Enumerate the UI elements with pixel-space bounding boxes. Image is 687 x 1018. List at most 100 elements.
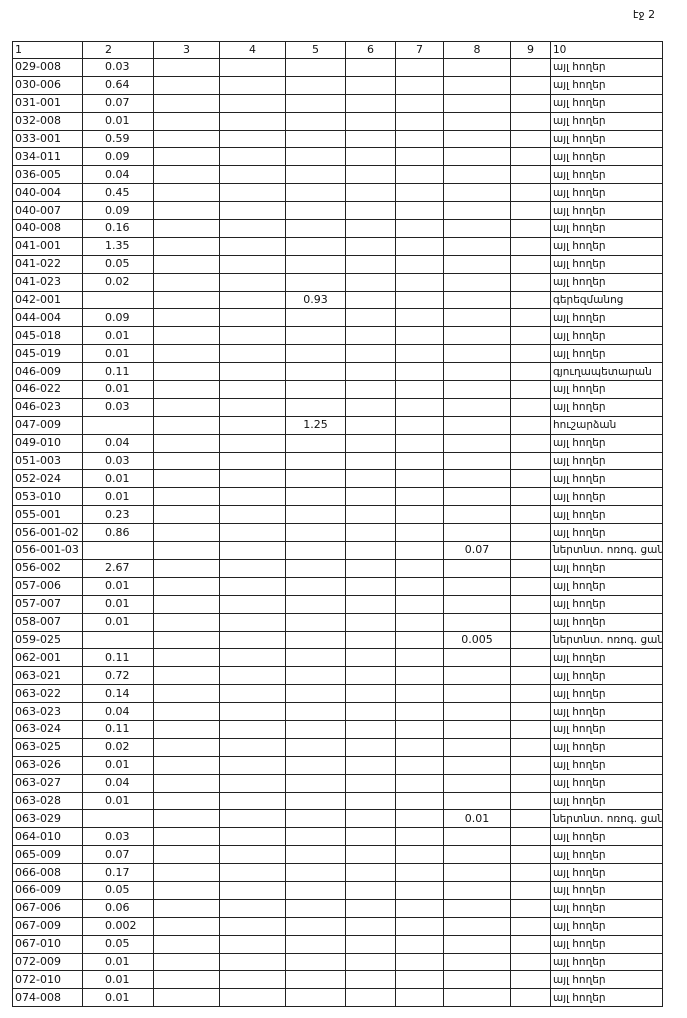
table-cell <box>345 809 396 829</box>
table-cell <box>443 147 511 167</box>
table-cell <box>285 58 346 77</box>
table-cell <box>285 594 346 614</box>
table-cell: 067-006 <box>12 898 83 918</box>
table-cell <box>153 183 220 203</box>
table-cell <box>345 451 396 471</box>
table-cell <box>285 129 346 149</box>
table-cell <box>153 845 220 865</box>
header-cell: 2 <box>82 41 154 59</box>
table-cell <box>510 147 551 167</box>
table-cell: այլ հողեր <box>550 755 663 775</box>
table-cell: 0.005 <box>443 630 511 650</box>
table-cell: 0.59 <box>82 129 154 149</box>
table-cell <box>345 719 396 739</box>
table-cell: 049-010 <box>12 433 83 453</box>
table-cell <box>219 236 286 256</box>
table-cell: 0.03 <box>82 451 154 471</box>
table-cell <box>510 719 551 739</box>
table-cell: 0.07 <box>443 541 511 560</box>
table-cell <box>153 165 220 185</box>
table-cell <box>285 541 346 560</box>
table-cell <box>345 75 396 95</box>
table-cell: 063-021 <box>12 666 83 686</box>
table-cell <box>285 183 346 203</box>
table-cell: այլ հողեր <box>550 58 663 77</box>
table-cell <box>395 684 444 704</box>
table-cell <box>345 558 396 578</box>
table-cell <box>285 165 346 185</box>
table-cell <box>443 773 511 793</box>
table-cell <box>153 451 220 471</box>
table-cell <box>345 326 396 346</box>
table-cell <box>395 183 444 203</box>
table-cell: 0.07 <box>82 845 154 865</box>
table-cell <box>82 541 154 560</box>
table-cell <box>82 415 154 435</box>
table-row: 063-022 0.14 այլ հողեր <box>12 684 663 704</box>
table-row: 041-001 1.35 այլ հողեր <box>12 236 663 256</box>
table-cell <box>395 165 444 185</box>
table-cell <box>510 630 551 650</box>
header-cell: 1 <box>12 41 83 59</box>
table-cell <box>219 487 286 507</box>
table-cell <box>395 93 444 113</box>
table-cell <box>219 916 286 936</box>
table-cell <box>395 737 444 757</box>
table-cell <box>345 93 396 113</box>
table-row: 046-009 0.11 գյուղապետարան <box>12 362 663 382</box>
table-cell <box>153 916 220 936</box>
table-cell: այլ հողեր <box>550 201 663 221</box>
table-cell <box>82 809 154 829</box>
table-cell: 0.14 <box>82 684 154 704</box>
table-cell <box>395 827 444 847</box>
table-cell: 0.01 <box>82 791 154 811</box>
table-row: 041-023 0.02 այլ հողեր <box>12 272 663 292</box>
table-cell: այլ հողեր <box>550 702 663 721</box>
table-cell: 0.04 <box>82 702 154 721</box>
table-cell: 029-008 <box>12 58 83 77</box>
table-cell: 063-029 <box>12 809 83 829</box>
table-cell <box>153 254 220 274</box>
table-row: 074-008 0.01 այլ հողեր <box>12 988 663 1008</box>
table-cell: ներտնտ. ոռոգ. ցան <box>550 809 663 829</box>
table-row: 063-021 0.72 այլ հողեր <box>12 666 663 686</box>
table-cell: 042-001 <box>12 290 83 310</box>
table-cell <box>395 397 444 417</box>
table-cell <box>510 344 551 364</box>
table-cell: 064-010 <box>12 827 83 847</box>
table-cell: գերեզմանոց <box>550 290 663 310</box>
table-cell: 0.45 <box>82 183 154 203</box>
table-cell <box>395 505 444 525</box>
table-cell <box>395 451 444 471</box>
table-row: 064-010 0.03 այլ հողեր <box>12 827 663 847</box>
table-cell <box>443 75 511 95</box>
table-cell <box>510 415 551 435</box>
table-cell <box>395 433 444 453</box>
table-cell <box>345 129 396 149</box>
table-cell <box>153 952 220 972</box>
table-cell: 0.09 <box>82 201 154 221</box>
table-cell <box>510 648 551 668</box>
table-row: 049-010 0.04 այլ հողեր <box>12 433 663 453</box>
table-cell <box>395 648 444 668</box>
table-cell: 1.25 <box>285 415 346 435</box>
table-cell: 0.06 <box>82 898 154 918</box>
table-cell <box>443 505 511 525</box>
table-cell <box>153 541 220 560</box>
table-cell <box>510 791 551 811</box>
table-cell: այլ հողեր <box>550 970 663 990</box>
header-cell: 6 <box>345 41 396 59</box>
table-row: 044-004 0.09 այլ հողեր <box>12 308 663 328</box>
table-cell <box>285 737 346 757</box>
table-cell: ներտնտ. ոռոգ. ցան <box>550 541 663 560</box>
table-cell: 063-024 <box>12 719 83 739</box>
table-cell: 063-028 <box>12 791 83 811</box>
table-cell <box>443 308 511 328</box>
table-cell <box>285 898 346 918</box>
table-cell <box>443 219 511 238</box>
table-cell <box>219 558 286 578</box>
table-cell <box>443 397 511 417</box>
table-cell <box>285 630 346 650</box>
table-cell <box>443 201 511 221</box>
